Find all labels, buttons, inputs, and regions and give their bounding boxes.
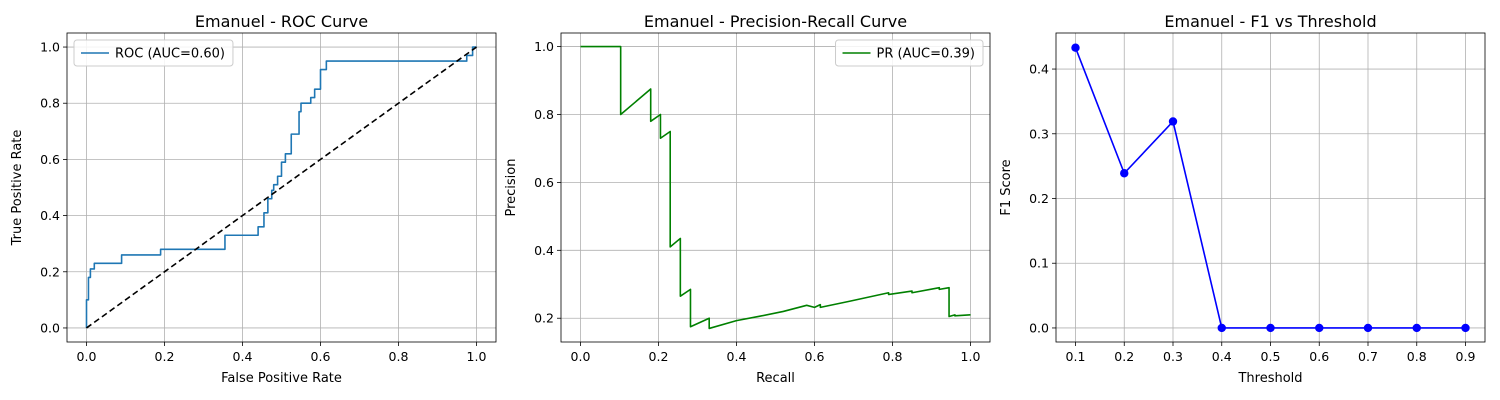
pr-legend-label: PR (AUC=0.39) <box>877 47 975 62</box>
f1-data-point <box>1071 43 1080 52</box>
roc-y-tick-label: 0.4 <box>40 208 60 223</box>
f1-y-tick-label: 0.3 <box>1029 126 1049 141</box>
roc-chart: 0.0 0.2 0.4 0.6 0.8 1.0 0.0 0.2 0.4 0.6 0.8 1.0 Ema… <box>10 12 497 386</box>
f1-y-tick-label: 0.4 <box>1029 62 1049 77</box>
pr-x-axis-label: Recall <box>756 371 795 386</box>
f1-data-point <box>1217 323 1226 333</box>
pr-title: Emanuel - Precision-Recall Curve <box>644 12 907 31</box>
pr-x-tick-label: 0.0 <box>571 349 591 364</box>
f1-x-axis-label: Threshold <box>1237 371 1302 386</box>
f1-data-point <box>1363 323 1373 333</box>
pr-x-tick-label: 0.2 <box>649 349 669 364</box>
pr-legend: PR (AUC=0.39) <box>835 39 984 67</box>
f1-data-point <box>1315 323 1324 333</box>
roc-ticks: 0.0 0.2 0.4 0.6 0.8 1.0 0.0 0.2 0.4 0.6 0.8 1.0 <box>40 40 486 364</box>
f1-y-axis-label: F1 Score <box>999 159 1014 215</box>
roc-series-line-0 <box>85 46 477 328</box>
roc-x-tick-label: 0.8 <box>389 349 409 364</box>
f1-x-tick-label: 0.1 <box>1066 349 1086 364</box>
roc-x-tick-label: 0.4 <box>233 349 253 364</box>
pr-x-tick-label: 0.6 <box>805 349 825 364</box>
roc-series <box>85 46 477 329</box>
roc-y-tick-label: 0.0 <box>40 320 60 335</box>
f1-x-tick-label: 0.6 <box>1309 349 1329 364</box>
pr-y-tick-label: 0.6 <box>534 175 554 190</box>
roc-y-tick-label: 0.8 <box>40 96 60 111</box>
roc-series-line-1 <box>86 46 477 329</box>
pr-x-tick-label: 0.8 <box>883 349 903 364</box>
pr-series <box>580 45 971 330</box>
f1-title: Emanuel - F1 vs Threshold <box>1164 12 1376 31</box>
pr-ticks: 0.0 0.2 0.4 0.6 0.8 1.0 0.2 0.4 0.6 0.8 1.0 <box>534 39 980 364</box>
f1-grid <box>1056 33 1485 342</box>
roc-legend-box <box>73 39 234 67</box>
f1-y-tick-label: 0.2 <box>1029 191 1049 206</box>
pr-grid <box>561 33 990 342</box>
pr-x-tick-label: 1.0 <box>961 349 981 364</box>
f1-x-tick-label: 0.4 <box>1212 349 1232 364</box>
pr-chart: 0.0 0.2 0.4 0.6 0.8 1.0 0.2 0.4 0.6 0.8 1.0 Emanue… <box>504 12 991 386</box>
f1-x-tick-label: 0.7 <box>1358 349 1378 364</box>
f1-data-point <box>1120 169 1129 178</box>
f1-ticks: 0.1 0.2 0.3 0.4 0.5 0.6 0.7 0.8 0.9 0.0 0.1 0.2 0.3 0… <box>1029 62 1475 364</box>
roc-x-tick-label: 0.0 <box>77 349 97 364</box>
roc-x-tick-label: 0.6 <box>311 349 331 364</box>
roc-x-tick-label: 0.2 <box>155 349 175 364</box>
roc-x-axis-label: False Positive Rate <box>221 371 342 386</box>
f1-x-tick-label: 0.8 <box>1407 349 1427 364</box>
roc-y-axis-label: True Positive Rate <box>10 130 25 247</box>
pr-x-tick-label: 0.4 <box>727 349 747 364</box>
roc-y-tick-label: 1.0 <box>40 40 60 55</box>
pr-y-axis-label: Precision <box>504 158 519 216</box>
roc-legend-label: ROC (AUC=0.60) <box>115 47 225 62</box>
pr-plot-frame <box>560 32 991 343</box>
pr-y-tick-label: 0.4 <box>534 243 554 258</box>
f1-x-tick-label: 0.5 <box>1261 349 1281 364</box>
pr-y-tick-label: 0.2 <box>534 311 554 326</box>
pr-y-tick-label: 0.8 <box>534 107 554 122</box>
f1-data-point <box>1412 323 1421 333</box>
roc-legend: ROC (AUC=0.60) <box>73 39 234 67</box>
roc-x-tick-label: 1.0 <box>467 349 487 364</box>
f1-y-tick-label: 0.0 <box>1029 320 1049 335</box>
pr-series-line-0 <box>580 45 971 330</box>
pr-legend-box <box>835 39 984 67</box>
f1-x-tick-label: 0.9 <box>1456 349 1476 364</box>
f1-data-point <box>1266 323 1275 333</box>
f1-chart: 0.1 0.2 0.3 0.4 0.5 0.6 0.7 0.8 0.9 0.0 0.1 0.2 0.3 0… <box>999 12 1486 386</box>
roc-y-tick-label: 0.2 <box>40 264 60 279</box>
f1-y-tick-label: 0.1 <box>1029 256 1049 271</box>
f1-x-tick-label: 0.2 <box>1114 349 1134 364</box>
f1-data-point <box>1461 323 1470 333</box>
roc-plot-frame <box>66 32 497 343</box>
f1-x-tick-label: 0.3 <box>1163 349 1183 364</box>
pr-y-tick-label: 1.0 <box>534 39 554 54</box>
roc-title: Emanuel - ROC Curve <box>195 12 368 31</box>
f1-series <box>1071 43 1470 333</box>
roc-y-tick-label: 0.6 <box>40 152 60 167</box>
f1-data-point <box>1168 117 1178 126</box>
